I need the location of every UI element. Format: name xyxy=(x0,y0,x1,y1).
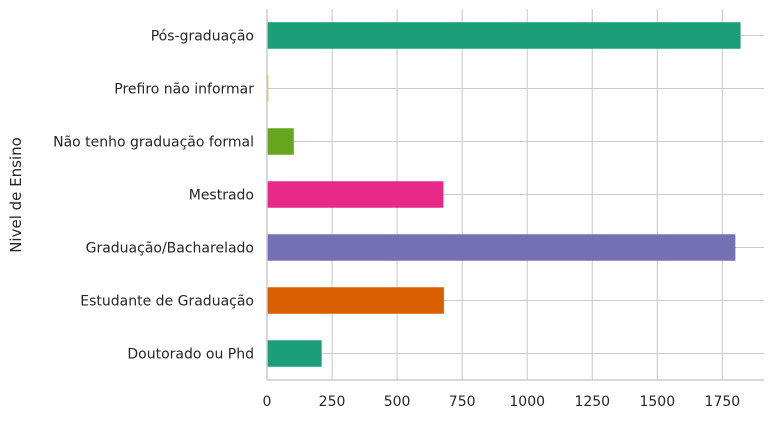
x-tick-label: 1500 xyxy=(639,394,675,410)
y-tick-label: Pós-graduação xyxy=(151,29,254,45)
x-tick-label: 1750 xyxy=(705,394,741,410)
x-tick-label: 500 xyxy=(384,394,411,410)
x-tick-label: 1250 xyxy=(574,394,610,410)
axes xyxy=(266,9,764,381)
x-tick-label: 1000 xyxy=(509,394,545,410)
y-axis-label: Nivel de Ensino xyxy=(7,137,25,253)
bar xyxy=(267,128,294,155)
bar xyxy=(267,287,444,314)
labels: Pós-graduação Prefiro não informar Não ten… xyxy=(53,29,740,411)
x-tick-label: 250 xyxy=(319,394,346,410)
y-tick-label: Prefiro não informar xyxy=(114,82,254,98)
bars xyxy=(267,22,741,367)
bar xyxy=(267,340,322,367)
y-tick-label: Doutorado ou Phd xyxy=(127,347,254,363)
y-tick-label: Graduação/Bacharelado xyxy=(86,241,254,257)
y-tick-label: Mestrado xyxy=(189,188,254,204)
bar xyxy=(267,181,444,208)
x-tick-label: 750 xyxy=(449,394,476,410)
bar xyxy=(267,234,736,261)
bar xyxy=(267,22,741,49)
y-tick-label: Estudante de Graduação xyxy=(80,294,254,310)
y-tick-label: Não tenho graduação formal xyxy=(53,135,254,151)
x-tick-label: 0 xyxy=(263,394,272,410)
